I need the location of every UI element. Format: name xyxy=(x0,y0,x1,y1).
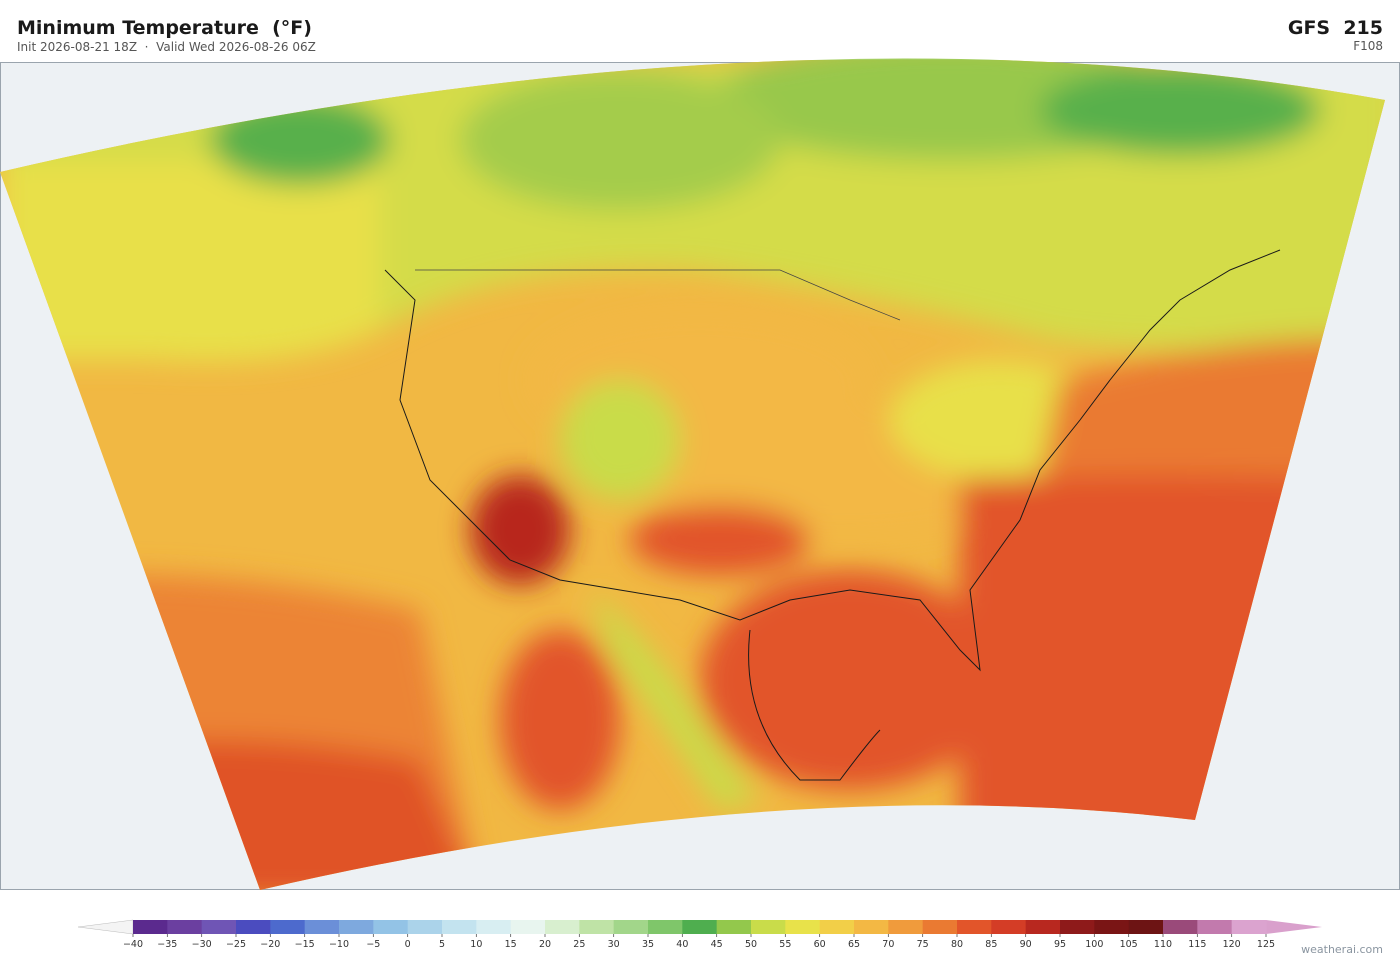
colorbar-tick-label: 120 xyxy=(1223,939,1241,950)
colorbar-bin xyxy=(682,920,718,934)
colorbar-tick-label: −20 xyxy=(260,939,280,950)
colorbar-tick-label: 125 xyxy=(1257,939,1275,950)
map xyxy=(0,58,1400,890)
colorbar-bin xyxy=(1025,920,1061,934)
colorbar-tick-label: 15 xyxy=(505,939,517,950)
colorbar-bin xyxy=(888,920,924,934)
colorbar-bin xyxy=(716,920,752,934)
colorbar-bin xyxy=(613,920,649,934)
colorbar-bin xyxy=(579,920,615,934)
colorbar-bin xyxy=(510,920,546,934)
subtitle: Init 2026-08-21 18Z · Valid Wed 2026-08-… xyxy=(17,40,316,54)
colorbar-bin xyxy=(648,920,683,934)
colorbar-bin xyxy=(373,920,409,934)
colorbar-tick-label: −5 xyxy=(366,939,380,950)
colorbar-tick-label: 70 xyxy=(882,939,894,950)
colorbar-tick-label: 40 xyxy=(676,939,688,950)
colorbar-bin xyxy=(1128,920,1164,934)
colorbar-tick-label: 105 xyxy=(1120,939,1138,950)
colorbar-bin xyxy=(545,920,580,934)
colorbar-bin xyxy=(785,920,821,934)
colorbar-tick-label: 60 xyxy=(814,939,826,950)
colorbar-bin xyxy=(201,920,237,934)
colorbar-tick-label: −40 xyxy=(123,939,143,950)
colorbar-bin xyxy=(1094,920,1130,934)
credit: weatherai.com xyxy=(1301,943,1383,956)
colorbar-tick-label: 85 xyxy=(985,939,997,950)
colorbar-bin xyxy=(751,920,786,934)
colorbar-bin xyxy=(991,920,1027,934)
colorbar-bin xyxy=(236,920,271,934)
colorbar-bin xyxy=(957,920,992,934)
colorbar-bin xyxy=(854,920,889,934)
colorbar-tick-label: 115 xyxy=(1188,939,1206,950)
colorbar-tick-label: −10 xyxy=(329,939,349,950)
colorbar-tick-label: −35 xyxy=(157,939,177,950)
colorbar-bin xyxy=(339,920,374,934)
colorbar-bin xyxy=(819,920,855,934)
colorbar-bin xyxy=(1231,920,1267,934)
colorbar-tick-label: 45 xyxy=(711,939,723,950)
colorbar: −40 −35 −30 −25 −20 −15 −10 −5 0 5 10 15 20 25 30 35 40 4… xyxy=(77,919,1322,950)
colorbar-tick-label: −25 xyxy=(226,939,246,950)
colorbar-bin xyxy=(407,920,443,934)
forecast-hour: F108 xyxy=(1353,39,1383,53)
colorbar-tick-label: 55 xyxy=(779,939,791,950)
colorbar-tick-label: 20 xyxy=(539,939,551,950)
colorbar-tick-label: 0 xyxy=(405,939,411,950)
colorbar-tick-label: 5 xyxy=(439,939,445,950)
colorbar-extend-low xyxy=(77,919,134,935)
model-label: GFS 215 xyxy=(1288,17,1383,39)
colorbar-tick-label: 10 xyxy=(470,939,482,950)
border xyxy=(415,269,901,321)
colorbar-tick-label: 110 xyxy=(1154,939,1172,950)
colorbar-bin xyxy=(304,920,340,934)
colorbar-extend-high xyxy=(1266,920,1322,934)
colorbar-tick-label: 50 xyxy=(745,939,757,950)
colorbar-tick-label: 25 xyxy=(573,939,585,950)
title: Minimum Temperature (°F) xyxy=(17,17,312,39)
colorbar-bin xyxy=(442,920,477,934)
colorbar-tick-label: −15 xyxy=(295,939,315,950)
colorbar-bin xyxy=(167,920,203,934)
coastline xyxy=(384,249,1281,781)
colorbar-bin xyxy=(476,920,512,934)
colorbar-tick-label: 30 xyxy=(608,939,620,950)
colorbar-bin xyxy=(1060,920,1095,934)
colorbar-tick-label: −30 xyxy=(192,939,212,950)
colorbar-bin xyxy=(922,920,958,934)
colorbar-bin xyxy=(1197,920,1233,934)
colorbar-tick-label: 95 xyxy=(1054,939,1066,950)
colorbar-tick-label: 90 xyxy=(1020,939,1032,950)
colorbar-tick-label: 65 xyxy=(848,939,860,950)
colorbar-tick-label: 80 xyxy=(951,939,963,950)
colorbar-bin xyxy=(1163,920,1198,934)
colorbar-tick-label: 35 xyxy=(642,939,654,950)
colorbar-bin xyxy=(270,920,306,934)
colorbar-bin xyxy=(133,920,168,934)
colorbar-tick-label: 75 xyxy=(917,939,929,950)
colorbar-tick-label: 100 xyxy=(1085,939,1103,950)
